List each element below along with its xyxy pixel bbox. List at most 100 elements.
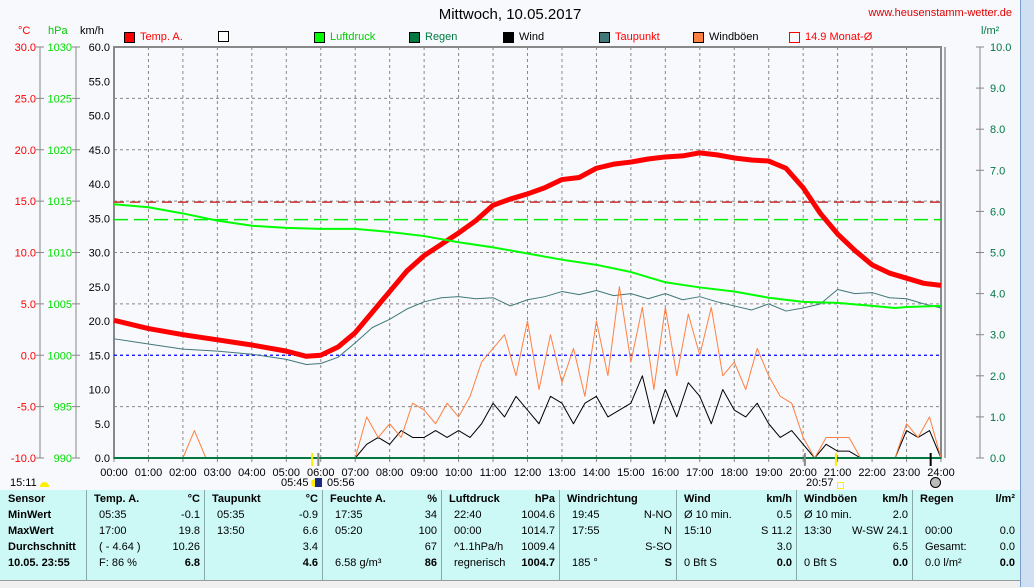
temp-tick-label: 30.0 <box>15 42 36 54</box>
row-value: 2.0 <box>892 509 908 521</box>
legend-swatch-icon <box>314 31 325 43</box>
pressure-tick-label: 995 <box>54 402 72 414</box>
x-tick-label: 20:00 <box>789 467 817 479</box>
pressure-tick-label: 1000 <box>48 350 72 362</box>
row-value: 0.0 <box>999 541 1015 553</box>
row-value: -0.9 <box>299 509 318 521</box>
row-detail: ^1.1hPa/h <box>454 541 504 553</box>
table-column: Sensor MinWert MaxWert Durchschnitt 10.05. 2… <box>0 490 87 580</box>
x-tick-label: 18:00 <box>720 467 748 479</box>
rain-tick-label: 6.0 <box>990 206 1005 218</box>
x-tick-label: 23:00 <box>893 467 921 479</box>
rain-tick-label: 0.0 <box>990 453 1005 465</box>
row-label: MinWert <box>8 509 52 521</box>
legend-swatch-icon <box>599 31 610 43</box>
x-tick-label: 09:00 <box>410 467 438 479</box>
legend-swatch-icon <box>124 31 135 43</box>
x-tick-label: 14:00 <box>583 467 611 479</box>
legend-item: 14.9 Monat-Ø <box>789 31 872 43</box>
column-header: Luftdruck <box>449 493 500 505</box>
column-unit: °C <box>187 493 200 505</box>
x-tick-label: 03:00 <box>204 467 232 479</box>
temp-tick-label: -5.0 <box>17 402 36 414</box>
column-unit: % <box>427 493 437 505</box>
row-value: 6.6 <box>302 525 318 537</box>
table-column: Windböen km/h Ø 10 min. 2.0 13:30 W-SW 24.1 6.… <box>797 490 913 580</box>
wind-tick-label: 0.0 <box>95 453 110 465</box>
row-value: S <box>664 557 672 569</box>
legend-label: Temp. A. <box>140 31 183 43</box>
wind-tick-label: 15.0 <box>89 350 110 362</box>
pressure-tick-label: 1015 <box>48 196 72 208</box>
row-detail: Gesamt: <box>925 541 967 553</box>
row-detail: 19:45 <box>572 509 600 521</box>
row-detail: 6.58 g/m³ <box>335 557 382 569</box>
row-detail: F: 86 % <box>99 557 137 569</box>
wind-tick-label: 10.0 <box>89 385 110 397</box>
legend-label: Wind <box>519 31 545 43</box>
column-header: Windrichtung <box>567 493 638 505</box>
x-tick-label: 15:00 <box>617 467 645 479</box>
column-header: Taupunkt <box>212 493 261 505</box>
row-value: 10.26 <box>172 541 200 553</box>
table-column: Wind km/h Ø 10 min. 0.5 15:10 S 11.2 3.0 0 Bft … <box>677 490 797 580</box>
sunset-time: 20:57 <box>806 477 834 489</box>
row-detail: 17:00 <box>99 525 127 537</box>
row-detail: 0 Bft S <box>804 557 838 569</box>
x-tick-label: 01:00 <box>135 467 163 479</box>
x-tick-label: 04:00 <box>238 467 266 479</box>
legend-label: Luftdruck <box>330 31 376 43</box>
series-luftdruck <box>113 203 942 309</box>
temp-tick-label: 15.0 <box>15 196 36 208</box>
row-detail: 15:10 <box>684 525 712 537</box>
row-value: N-NO <box>643 509 672 521</box>
site-link[interactable]: www.heusenstamm-wetter.de <box>868 7 1012 19</box>
x-tick-label: 11:00 <box>480 467 507 479</box>
legend-item: Temp. A. <box>124 31 183 43</box>
legend-label: 14.9 Monat-Ø <box>805 31 873 43</box>
wind-tick-label: 20.0 <box>89 316 110 328</box>
rain-tick-label: 9.0 <box>990 83 1005 95</box>
column-header: Regen <box>920 493 954 505</box>
temp-tick-label: 0.0 <box>21 350 36 362</box>
row-detail: Ø 10 min. <box>804 509 852 521</box>
legend-label: Windböen <box>709 31 759 43</box>
row-value: 1004.7 <box>521 557 555 569</box>
rain-tick-label: 2.0 <box>990 371 1005 383</box>
status-bar <box>0 580 1020 588</box>
column-header: Sensor <box>8 493 46 505</box>
row-label: MaxWert <box>8 525 54 537</box>
x-tick-label: 21:00 <box>824 467 852 479</box>
row-value: 4.6 <box>302 557 318 569</box>
rain-tick-label: 1.0 <box>990 412 1005 424</box>
wind-tick-label: 40.0 <box>89 179 110 191</box>
vertical-scrollbar[interactable] <box>1020 0 1034 587</box>
pressure-unit: hPa <box>48 25 68 37</box>
column-header: Windböen <box>804 493 858 505</box>
sun-icon <box>40 482 49 487</box>
rain-tick-label: 5.0 <box>990 248 1005 260</box>
x-tick-label: 12:00 <box>514 467 542 479</box>
series-temp-a <box>113 150 942 359</box>
row-detail: 05:35 <box>217 509 245 521</box>
x-tick-label: 19:00 <box>755 467 783 479</box>
rain-tick-label: 7.0 <box>990 165 1005 177</box>
rain-unit: l/m² <box>981 25 1000 37</box>
row-detail: 00:00 <box>925 525 953 537</box>
table-column: Regen l/m² 00:00 0.0 Gesamt: 0.0 0.0 l/m² 0.0 <box>913 490 1019 580</box>
column-unit: km/h <box>882 493 908 505</box>
row-value: 0.0 <box>892 557 908 569</box>
temp-tick-label: 5.0 <box>21 299 36 311</box>
wind-tick-label: 25.0 <box>89 282 110 294</box>
table-column: Feuchte A.% 17:35 34 05:20 100 67 6.58 g/m³ 86 <box>323 490 442 580</box>
row-detail: 22:40 <box>454 509 482 521</box>
row-value: 0.0 <box>776 557 792 569</box>
legend-item: Taupunkt <box>599 31 660 43</box>
row-detail: 17:35 <box>335 509 363 521</box>
legend-label: Taupunkt <box>615 31 660 43</box>
row-value: S-SO <box>645 541 672 553</box>
row-detail: 13:50 <box>217 525 245 537</box>
sunrise-time: 05:45 <box>281 477 309 489</box>
legend-swatch-icon <box>218 31 229 42</box>
row-value: 3.4 <box>302 541 318 553</box>
